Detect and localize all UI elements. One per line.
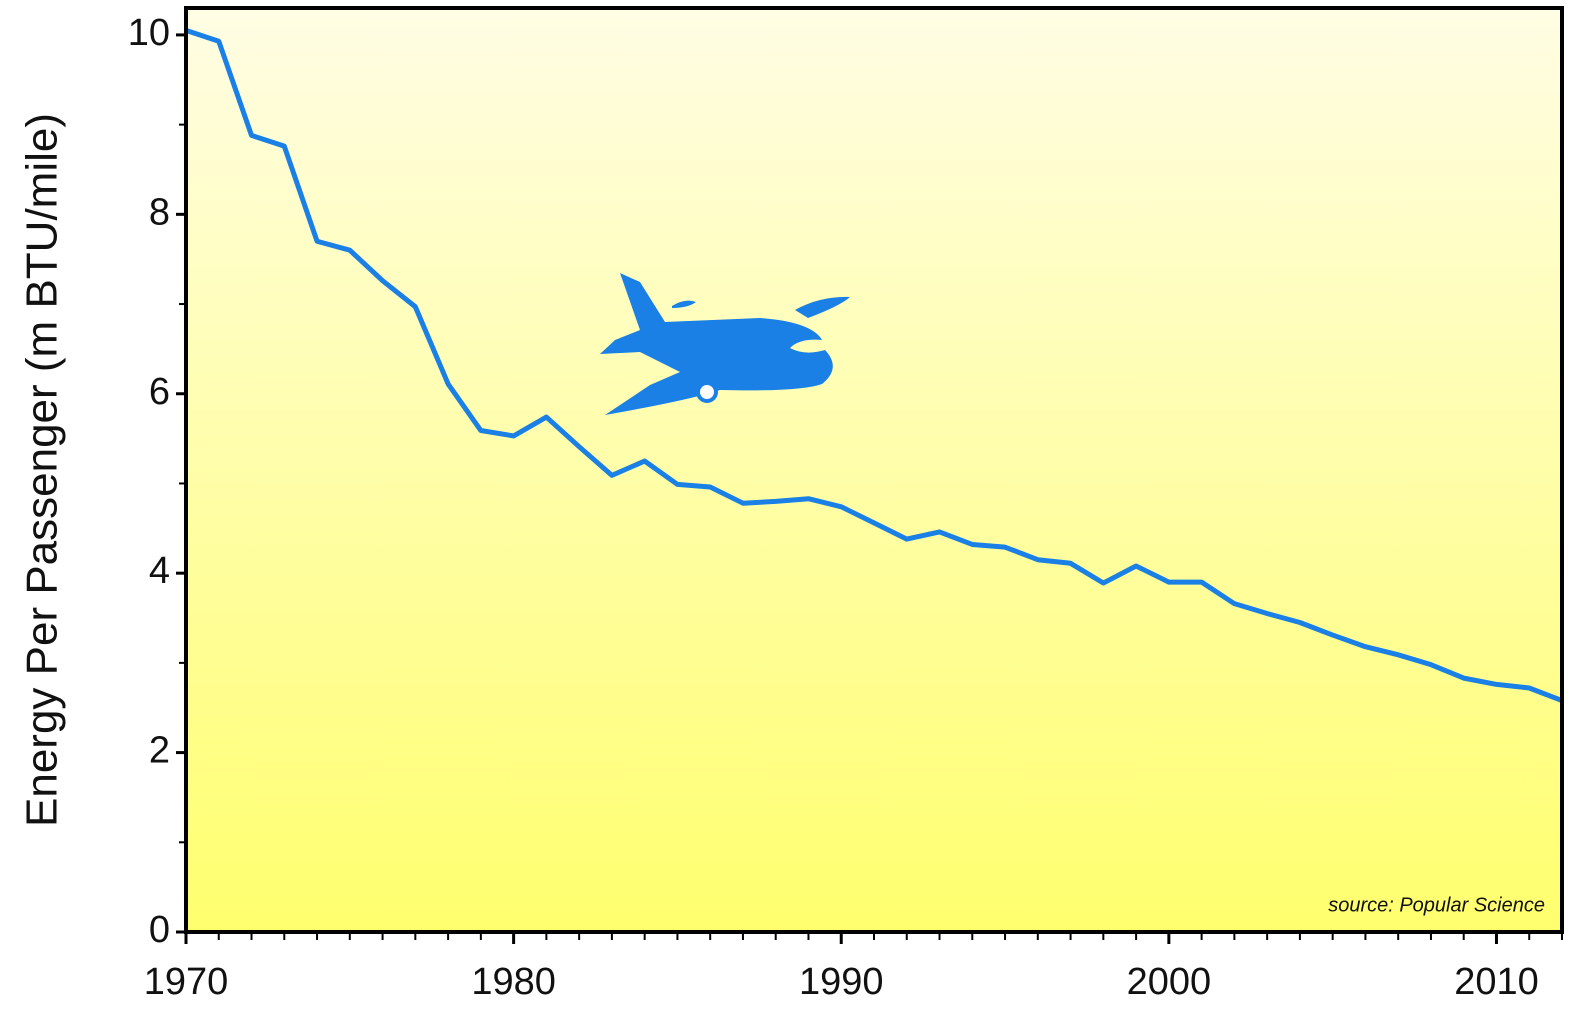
airplane-icon xyxy=(600,273,850,415)
y-tick-label: 8 xyxy=(149,191,170,233)
y-axis-label: Energy Per Passenger (m BTU/mile) xyxy=(18,113,67,827)
data-line xyxy=(185,28,1563,703)
x-tick-label: 1970 xyxy=(144,961,229,1003)
x-tick-label: 1980 xyxy=(471,961,556,1003)
x-tick-label: 1990 xyxy=(799,961,884,1003)
x-tick-label: 2010 xyxy=(1454,961,1539,1003)
plot-layer xyxy=(185,28,1563,703)
source-note: source: Popular Science xyxy=(1328,894,1545,916)
y-tick-label: 10 xyxy=(128,12,170,54)
y-tick-label: 4 xyxy=(149,550,170,592)
y-tick-label: 6 xyxy=(149,371,170,413)
x-tick-label: 2000 xyxy=(1127,961,1212,1003)
y-tick-label: 2 xyxy=(149,730,170,772)
y-tick-label: 0 xyxy=(149,909,170,951)
plot-area xyxy=(186,8,1562,932)
